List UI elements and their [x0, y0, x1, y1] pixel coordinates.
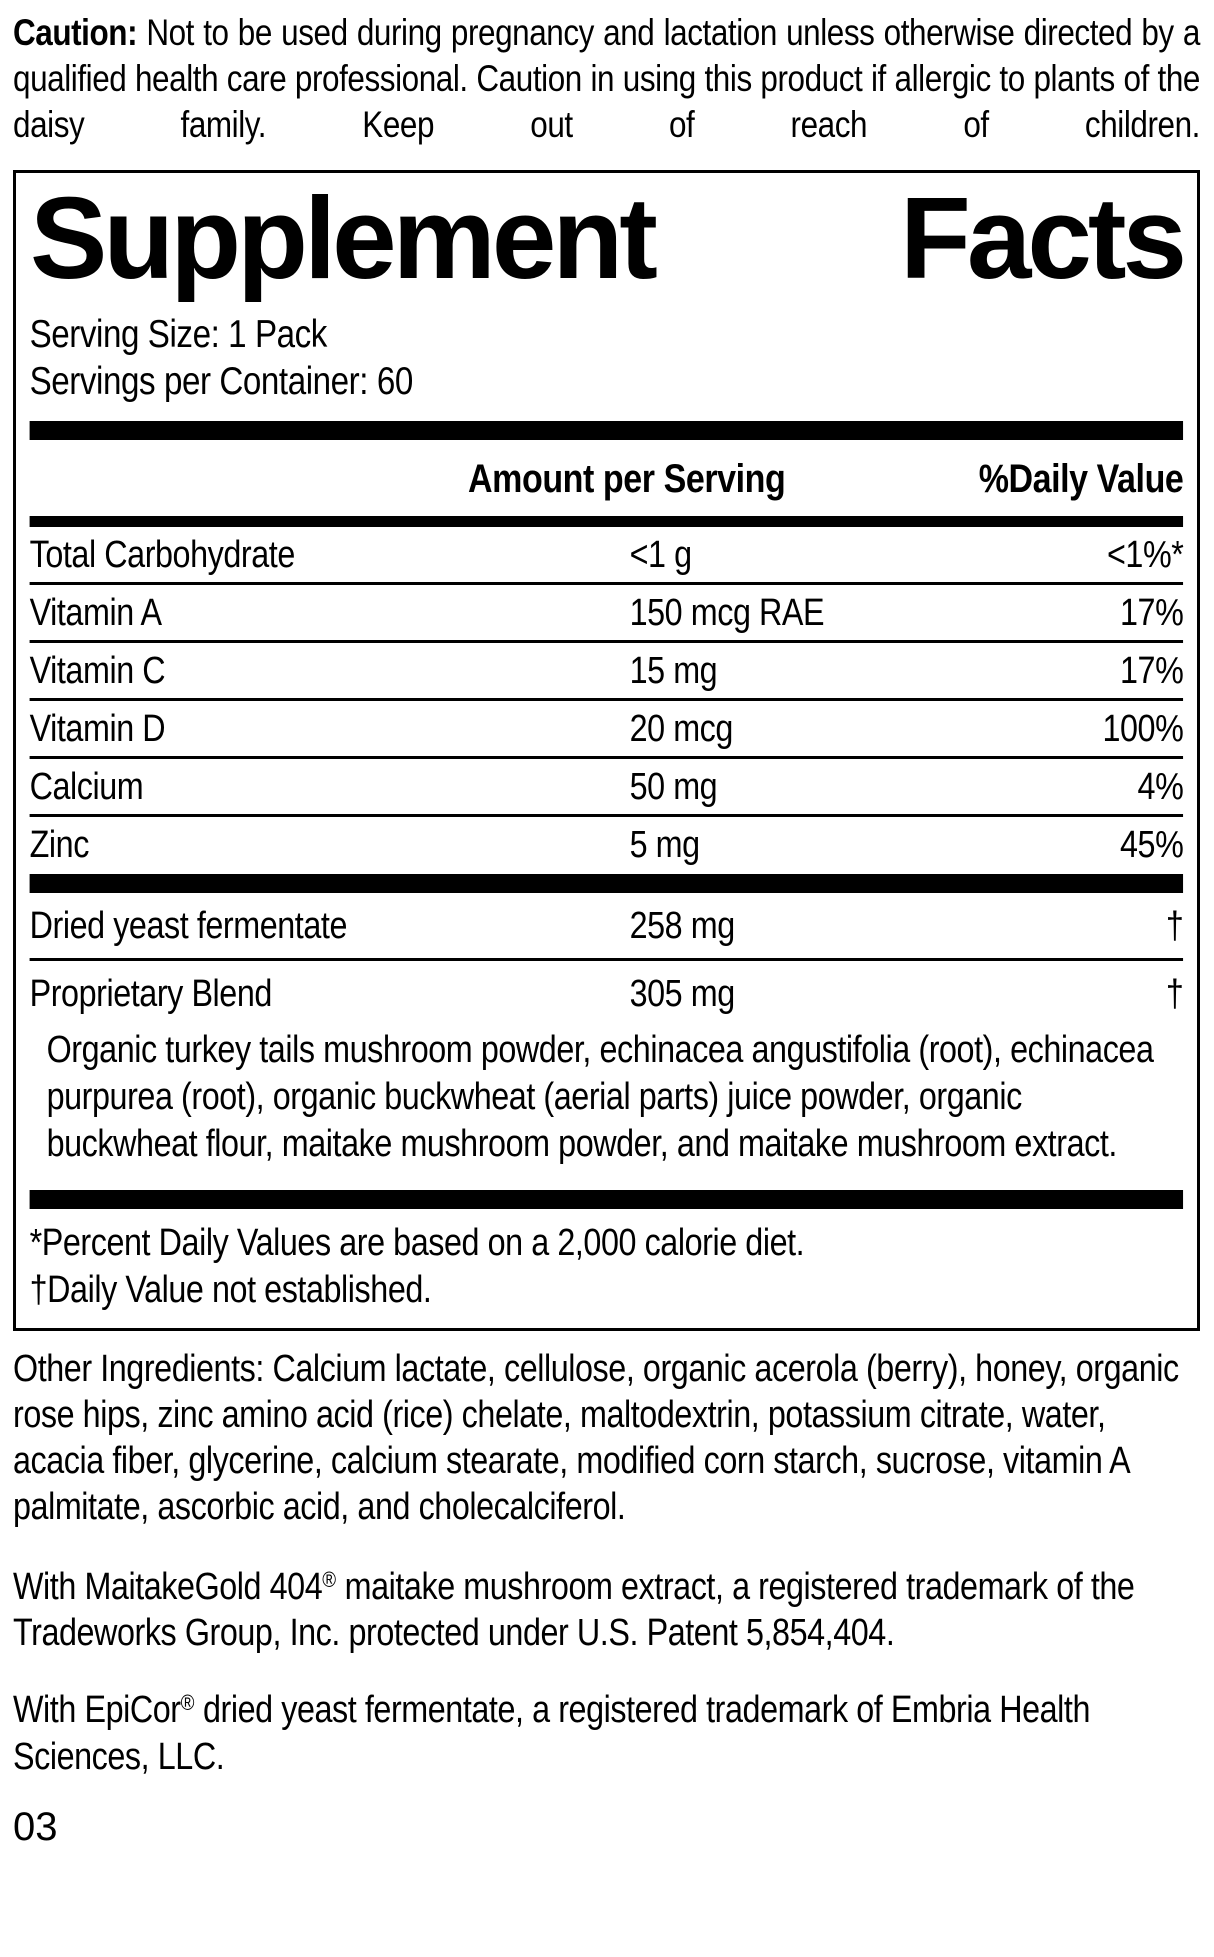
footnote-daily-value-not-established: †Daily Value not established.	[29, 1269, 432, 1312]
blend-table: Dried yeast fermentate 258 mg † Propriet…	[29, 893, 1184, 1026]
column-header-amount: Amount per Serving	[468, 457, 786, 502]
footnote-percent-daily-values: *Percent Daily Values are based on a 2,0…	[29, 1222, 805, 1265]
nutrient-amount: 150 mcg RAE	[629, 592, 825, 635]
trademark-note-maitake: With MaitakeGold 404® maitake mushroom e…	[13, 1557, 1200, 1656]
nutrient-name: Dried yeast fermentate	[29, 905, 348, 948]
nutrient-amount: 5 mg	[629, 824, 701, 867]
separator-bar-middle	[29, 874, 1184, 894]
trademark-maitake-after: maitake mushroom extract, a registered t…	[13, 1566, 1135, 1655]
nutrient-name: Vitamin C	[29, 650, 166, 693]
nutrient-row: Proprietary Blend 305 mg †	[30, 961, 1184, 1026]
serving-size: Serving Size: 1 Pack	[29, 313, 328, 357]
trademark-epicor-after: dried yeast fermentate, a registered tra…	[13, 1689, 1091, 1778]
caution-text: Not to be used during pregnancy and lact…	[13, 12, 1200, 145]
other-ingredients: Other Ingredients: Calcium lactate, cell…	[13, 1346, 1200, 1530]
nutrient-row: Vitamin D 20 mcg 100%	[29, 701, 1184, 760]
supplement-facts-panel: Supplement Facts Serving Size: 1 Pack Se…	[13, 170, 1200, 1332]
nutrient-row: Zinc 5 mg 45%	[30, 817, 1184, 872]
trademark-note-epicor: With EpiCor® dried yeast fermentate, a r…	[13, 1680, 1200, 1779]
nutrient-row: Calcium 50 mg 4%	[29, 759, 1184, 818]
separator-bar-top	[29, 421, 1184, 441]
nutrient-amount: 50 mg	[629, 766, 718, 809]
nutrient-daily-value: †	[1165, 905, 1184, 948]
page-number: 03	[13, 1804, 58, 1849]
trademark-maitake-before: With MaitakeGold 404	[13, 1566, 323, 1609]
panel-title: Supplement Facts	[16, 173, 1197, 303]
nutrient-amount: 15 mg	[629, 650, 718, 693]
other-ingredients-text: Other Ingredients: Calcium lactate, cell…	[13, 1348, 1179, 1529]
nutrient-daily-value: 4%	[1137, 766, 1184, 809]
nutrient-daily-value: 17%	[1120, 650, 1184, 693]
registered-trademark-symbol: ®	[180, 1690, 195, 1716]
servings-per-container: Servings per Container: 60	[29, 360, 414, 404]
caution-label: Caution:	[13, 12, 138, 53]
nutrient-name: Calcium	[29, 766, 144, 809]
column-headers: Amount per Serving %Daily Value	[30, 440, 1184, 516]
nutrient-daily-value: †	[1165, 973, 1184, 1016]
nutrient-row: Dried yeast fermentate 258 mg †	[29, 893, 1184, 962]
caution-paragraph: Caution: Not to be used during pregnancy…	[13, 10, 1200, 148]
separator-bar-bottom	[29, 1190, 1184, 1210]
nutrient-daily-value: <1%*	[1106, 534, 1184, 577]
proprietary-blend-description: Organic turkey tails mushroom powder, ec…	[46, 1029, 1154, 1166]
nutrient-amount: <1 g	[629, 534, 693, 577]
panel-body: Serving Size: 1 Pack Servings per Contai…	[16, 311, 1197, 1314]
nutrient-row: Vitamin A 150 mcg RAE 17%	[29, 585, 1184, 644]
separator-bar-under-headers	[29, 516, 1184, 528]
column-header-daily-value: %Daily Value	[978, 457, 1184, 502]
caution-note: Caution: Not to be used during pregnancy…	[13, 10, 1200, 148]
nutrient-daily-value: 100%	[1102, 708, 1184, 751]
nutrient-name: Vitamin D	[29, 708, 166, 751]
nutrient-row: Total Carbohydrate <1 g <1%*	[29, 527, 1184, 586]
nutrient-daily-value: 17%	[1120, 592, 1184, 635]
trademark-note-maitake-text: With MaitakeGold 404® maitake mushroom e…	[13, 1557, 1200, 1656]
panel-title-word-supplement: Supplement	[30, 173, 658, 303]
nutrient-amount: 305 mg	[629, 973, 736, 1016]
footnotes: *Percent Daily Values are based on a 2,0…	[30, 1220, 1184, 1314]
nutrient-name: Vitamin A	[29, 592, 162, 635]
nutrient-row: Vitamin C 15 mg 17%	[29, 643, 1184, 702]
trademark-note-epicor-text: With EpiCor® dried yeast fermentate, a r…	[13, 1680, 1200, 1779]
nutrient-name: Total Carbohydrate	[29, 534, 296, 577]
trademark-epicor-before: With EpiCor	[13, 1689, 181, 1732]
nutrient-amount: 20 mcg	[629, 708, 734, 751]
registered-trademark-symbol: ®	[322, 1567, 337, 1593]
nutrient-name: Zinc	[29, 824, 90, 867]
nutrient-amount: 258 mg	[629, 905, 736, 948]
nutrient-daily-value: 45%	[1120, 824, 1184, 867]
nutrient-name: Proprietary Blend	[29, 973, 273, 1016]
panel-title-word-facts: Facts	[899, 173, 1187, 303]
nutrient-table: Total Carbohydrate <1 g <1%* Vitamin A 1…	[29, 527, 1184, 872]
